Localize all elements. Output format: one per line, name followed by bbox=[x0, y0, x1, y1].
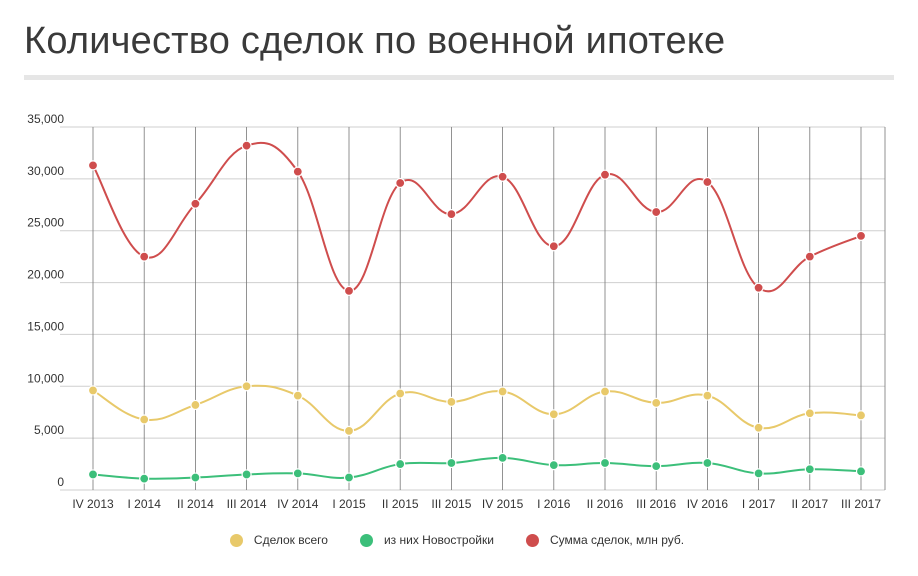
series-sum-point bbox=[87, 160, 99, 171]
series-total-point bbox=[190, 399, 201, 411]
x-tick-label: IV 2013 bbox=[72, 497, 114, 511]
x-tick-label: III 2017 bbox=[841, 497, 881, 511]
series-sum-point bbox=[855, 230, 867, 241]
series-total-point bbox=[702, 390, 713, 401]
series-sum-point bbox=[599, 169, 611, 180]
series-sum-point bbox=[241, 140, 252, 151]
series-sum-point bbox=[292, 166, 303, 177]
series-total-point bbox=[395, 388, 406, 399]
series-newbuilds-point bbox=[292, 468, 303, 479]
series-total-line bbox=[92, 384, 862, 432]
series-newbuilds-point bbox=[804, 464, 815, 475]
legend-label-total: Сделок всего bbox=[253, 533, 328, 547]
y-tick-label: 15,000 bbox=[27, 319, 64, 333]
series-total-point bbox=[548, 409, 559, 420]
series-newbuilds-point bbox=[753, 468, 764, 479]
series-total-point bbox=[804, 408, 815, 419]
series-newbuilds-point bbox=[395, 458, 406, 470]
legend-item-newbuilds[interactable]: из них Новостройки bbox=[359, 533, 494, 547]
legend: Сделок всего из них Новостройки Сумма сд… bbox=[0, 533, 918, 547]
y-tick-label: 30,000 bbox=[27, 164, 64, 178]
y-tick-label: 5,000 bbox=[34, 423, 64, 437]
series-sum-point bbox=[702, 176, 713, 188]
series-newbuilds-point bbox=[548, 460, 559, 471]
y-tick-label: 0 bbox=[57, 475, 64, 489]
y-tick-label: 20,000 bbox=[27, 268, 64, 282]
series-newbuilds-point bbox=[497, 452, 508, 463]
title-divider bbox=[24, 75, 894, 80]
series-sum-point bbox=[395, 177, 406, 189]
x-tick-label: I 2015 bbox=[332, 497, 366, 511]
series-total-point bbox=[241, 381, 252, 392]
legend-item-total[interactable]: Сделок всего bbox=[229, 533, 328, 547]
y-tick-label: 35,000 bbox=[27, 112, 64, 126]
series-total-point bbox=[292, 390, 303, 401]
series-total-point bbox=[343, 425, 355, 436]
series-newbuilds-point bbox=[446, 457, 457, 469]
x-tick-label: IV 2016 bbox=[687, 497, 729, 511]
x-tick-label: III 2015 bbox=[431, 497, 471, 511]
legend-label-sum: Сумма сделок, млн руб. bbox=[549, 533, 685, 547]
legend-swatch-newbuilds bbox=[359, 533, 373, 547]
series-sum-point bbox=[651, 206, 662, 218]
legend-label-newbuilds: из них Новостройки bbox=[383, 533, 494, 547]
chart-title: Количество сделок по военной ипотеке bbox=[24, 20, 726, 62]
x-tick-label: IV 2015 bbox=[482, 497, 524, 511]
legend-swatch-total bbox=[229, 533, 243, 547]
series-sum-line bbox=[92, 142, 862, 293]
x-tick-label: II 2017 bbox=[791, 497, 828, 511]
series-sum-point bbox=[548, 241, 559, 252]
series-newbuilds-point bbox=[651, 461, 662, 472]
x-tick-label: I 2017 bbox=[742, 497, 776, 511]
series-total-point bbox=[753, 422, 764, 433]
x-tick-label: I 2016 bbox=[537, 497, 571, 511]
series-total-point bbox=[855, 410, 867, 421]
x-tick-label: III 2014 bbox=[227, 497, 267, 511]
x-tick-label: I 2014 bbox=[128, 497, 162, 511]
series-newbuilds-point bbox=[139, 473, 150, 484]
series-newbuilds-point bbox=[702, 457, 713, 469]
series-newbuilds-point bbox=[599, 457, 611, 469]
x-tick-label: II 2016 bbox=[587, 497, 624, 511]
series-newbuilds-point bbox=[855, 466, 867, 477]
series-newbuilds-point bbox=[343, 472, 355, 483]
y-tick-label: 25,000 bbox=[27, 216, 64, 230]
line-chart: 35,000 30,000 25,000 20,000 15,000 10,000 5,00… bbox=[27, 112, 886, 511]
series-sum-point bbox=[190, 198, 201, 209]
series-total-point bbox=[497, 386, 508, 397]
series-sum-point bbox=[139, 251, 150, 262]
x-tick-label: II 2014 bbox=[177, 497, 214, 511]
series-total-point bbox=[446, 396, 457, 407]
series-newbuilds-point bbox=[190, 472, 201, 483]
legend-item-sum[interactable]: Сумма сделок, млн руб. bbox=[525, 533, 685, 547]
legend-swatch-sum bbox=[525, 533, 539, 547]
series-sum-point bbox=[804, 251, 815, 262]
series-total-point bbox=[139, 414, 150, 425]
series-sum-point bbox=[446, 209, 457, 220]
series-sum-point bbox=[753, 282, 764, 293]
series-sum-point bbox=[343, 285, 355, 296]
series-newbuilds-line bbox=[92, 456, 862, 480]
series-newbuilds-point bbox=[87, 469, 99, 480]
y-tick-label: 10,000 bbox=[27, 371, 64, 385]
series-total-point bbox=[599, 386, 611, 397]
x-tick-label: III 2016 bbox=[636, 497, 676, 511]
series-newbuilds-point bbox=[241, 469, 252, 480]
series-total-point bbox=[87, 385, 99, 396]
x-tick-label: IV 2014 bbox=[277, 497, 319, 511]
series-sum-point bbox=[497, 171, 508, 182]
x-tick-label: II 2015 bbox=[382, 497, 419, 511]
series-total-point bbox=[651, 397, 662, 408]
